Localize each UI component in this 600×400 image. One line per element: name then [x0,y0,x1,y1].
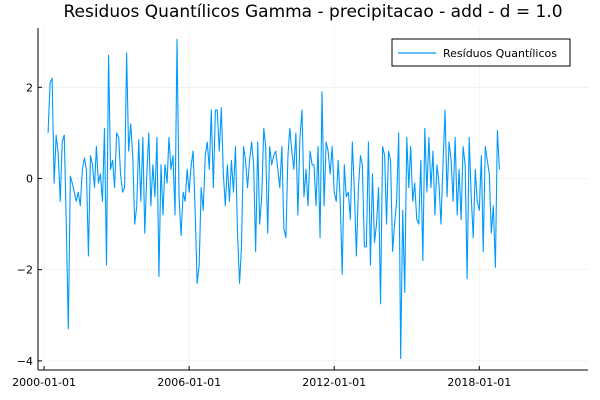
legend-label: Resíduos Quantílicos [443,47,557,60]
y-tick-label: −2 [17,264,33,277]
y-tick-label: 2 [26,81,33,94]
chart-title: Residuos Quantílicos Gamma - precipitaca… [63,2,562,22]
legend: Resíduos Quantílicos [391,38,571,67]
grid [38,28,588,370]
ticks: 2000-01-01 2006-01-01 2012-01-01 2018-01-01… [12,81,511,389]
y-tick-label: 0 [26,172,33,185]
series-line-residuos-quantilicos [47,38,500,360]
x-tick-label: 2018-01-01 [447,376,511,389]
x-tick-label: 2006-01-01 [157,376,221,389]
y-tick-label: −4 [17,355,33,368]
plot-area [47,38,500,360]
x-tick-label: 2000-01-01 [12,376,76,389]
axes [37,28,588,371]
x-tick-label: 2012-01-01 [302,376,366,389]
